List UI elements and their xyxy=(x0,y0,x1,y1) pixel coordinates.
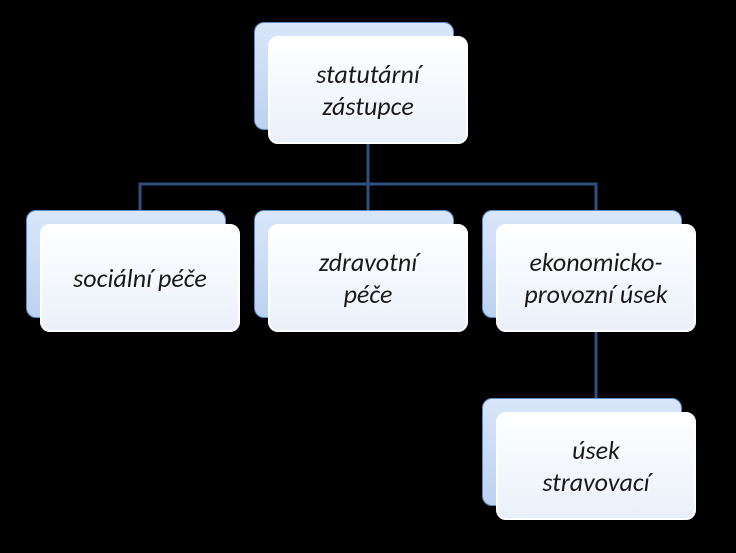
node-label: zdravotní péče xyxy=(319,246,417,311)
node-label: statutární zástupce xyxy=(316,58,420,123)
org-node-n4: úsek stravovací xyxy=(482,398,696,520)
diagram-stage: statutární zástupce sociální péče zdravotn… xyxy=(0,0,736,553)
node-box: ekonomicko- provozní úsek xyxy=(496,224,696,332)
org-node-n1: sociální péče xyxy=(26,210,240,332)
node-box: úsek stravovací xyxy=(496,412,696,520)
node-box: zdravotní péče xyxy=(268,224,468,332)
node-label: ekonomicko- provozní úsek xyxy=(524,246,667,311)
node-label: sociální péče xyxy=(73,262,207,295)
org-node-root: statutární zástupce xyxy=(254,22,468,144)
org-node-n2: zdravotní péče xyxy=(254,210,468,332)
node-box: statutární zástupce xyxy=(268,36,468,144)
node-label: úsek stravovací xyxy=(542,434,649,499)
org-node-n3: ekonomicko- provozní úsek xyxy=(482,210,696,332)
node-box: sociální péče xyxy=(40,224,240,332)
